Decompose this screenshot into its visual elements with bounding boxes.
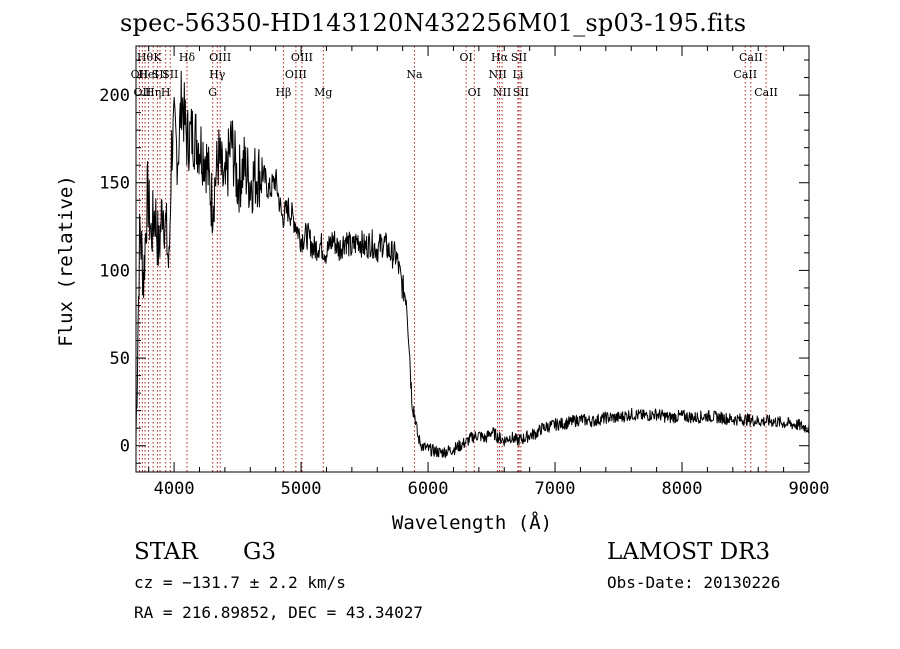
line-marker-label: CaII — [733, 68, 757, 81]
plot-frame — [135, 45, 810, 473]
axis-tick-labels: 4000 5000 6000 7000 8000 9000 0 50 100 150 200 — [99, 86, 829, 499]
y-tick-label: 100 — [99, 261, 130, 281]
line-marker-label: Hη — [145, 86, 161, 99]
line-marker-label: SII — [511, 51, 527, 64]
x-axis-label: Wavelength (Å) — [392, 511, 552, 534]
spectral-line-markers — [138, 46, 767, 472]
line-marker-label: OI — [468, 86, 481, 99]
x-tick-label: 4000 — [154, 479, 195, 499]
line-marker-label: Na — [406, 68, 423, 81]
coordinates: RA = 216.89852, DEC = 43.34027 — [134, 603, 423, 622]
y-tick-label: 150 — [99, 174, 130, 194]
line-marker-label: Hθ — [137, 51, 154, 64]
y-tick-label: 0 — [120, 437, 130, 457]
line-marker-label: Hβ — [275, 86, 291, 99]
line-marker-label: H — [161, 86, 171, 99]
flux-series-line — [135, 70, 810, 459]
line-marker-label: Mg — [314, 86, 332, 99]
y-axis-label: Flux (relative) — [55, 175, 77, 347]
line-marker-label: CaII — [754, 86, 778, 99]
line-marker-label: Hα — [491, 51, 509, 64]
x-tick-label: 5000 — [281, 479, 322, 499]
x-tick-label: 9000 — [789, 479, 830, 499]
line-marker-label: OII — [133, 86, 151, 99]
line-marker-label: OIII — [291, 51, 313, 64]
survey-name: LAMOST DR3 — [607, 539, 771, 565]
line-marker-label: Hδ — [179, 51, 196, 64]
subclass: G3 — [243, 539, 277, 565]
line-marker-label: G — [208, 86, 217, 99]
line-marker-label: Hγ — [209, 68, 226, 81]
spectral-line-labels: OIIOIIHθHeIHηKSIIHSIIHδGHγOIIIHβOIIIOIII… — [131, 51, 778, 99]
x-tick-label: 6000 — [408, 479, 449, 499]
line-marker-label: SII — [152, 68, 168, 81]
line-marker-label: SII — [513, 86, 529, 99]
x-tick-label: 8000 — [662, 479, 703, 499]
line-marker-label: Li — [513, 68, 524, 81]
observation-date: Obs-Date: 20130226 — [607, 573, 781, 592]
line-marker-label: CaII — [739, 51, 763, 64]
chart-title: spec-56350-HD143120N432256M01_sp03-195.f… — [120, 9, 747, 37]
line-marker-label: K — [153, 51, 162, 64]
x-tick-label: 7000 — [535, 479, 576, 499]
object-type: STAR — [134, 539, 198, 565]
line-marker-label: NII — [493, 86, 511, 99]
line-marker-label: SII — [162, 68, 178, 81]
redshift-velocity: cz = −131.7 ± 2.2 km/s — [134, 573, 346, 592]
line-marker-label: OII — [131, 68, 149, 81]
axis-ticks — [136, 46, 810, 472]
line-marker-label: OIII — [285, 68, 307, 81]
y-tick-label: 200 — [99, 86, 130, 106]
line-marker-label: OI — [459, 51, 472, 64]
line-marker-label: NII — [488, 68, 506, 81]
line-marker-label: HeI — [138, 68, 158, 81]
line-marker-label: OIII — [209, 51, 231, 64]
y-tick-label: 50 — [110, 349, 130, 369]
